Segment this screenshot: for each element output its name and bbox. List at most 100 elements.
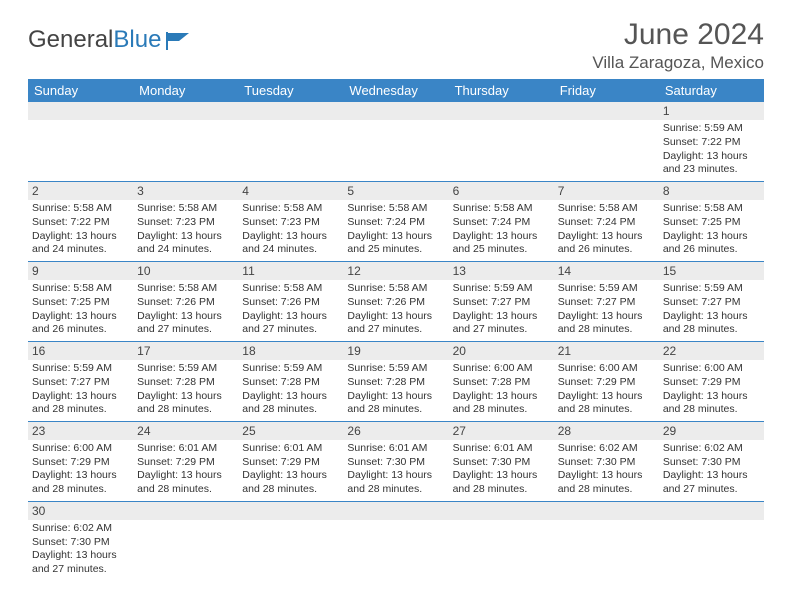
daylight-line: Daylight: 13 hours and 25 minutes. [453, 230, 550, 257]
sunrise-line: Sunrise: 5:59 AM [663, 282, 760, 296]
day-number: 25 [238, 422, 343, 440]
calendar-cell: 5Sunrise: 5:58 AMSunset: 7:24 PMDaylight… [343, 181, 448, 261]
daylight-line: Daylight: 13 hours and 27 minutes. [453, 310, 550, 337]
day-number: 9 [28, 262, 133, 280]
day-number: 4 [238, 182, 343, 200]
calendar-cell [133, 501, 238, 580]
day-number: 17 [133, 342, 238, 360]
daylight-line: Daylight: 13 hours and 28 minutes. [137, 390, 234, 417]
calendar-cell: 12Sunrise: 5:58 AMSunset: 7:26 PMDayligh… [343, 261, 448, 341]
calendar-cell [554, 102, 659, 181]
daylight-line: Daylight: 13 hours and 28 minutes. [558, 390, 655, 417]
day-number [238, 502, 343, 520]
sunrise-line: Sunrise: 5:58 AM [558, 202, 655, 216]
calendar-cell [449, 102, 554, 181]
day-details: Sunrise: 5:58 AMSunset: 7:26 PMDaylight:… [133, 280, 238, 341]
calendar-cell [133, 102, 238, 181]
daylight-line: Daylight: 13 hours and 28 minutes. [347, 469, 444, 496]
sunrise-line: Sunrise: 6:01 AM [453, 442, 550, 456]
sunrise-line: Sunrise: 5:58 AM [137, 202, 234, 216]
calendar-cell [238, 501, 343, 580]
day-number: 2 [28, 182, 133, 200]
sunrise-line: Sunrise: 5:58 AM [242, 282, 339, 296]
day-number: 3 [133, 182, 238, 200]
daylight-line: Daylight: 13 hours and 27 minutes. [347, 310, 444, 337]
sunrise-line: Sunrise: 6:01 AM [347, 442, 444, 456]
calendar-cell: 30Sunrise: 6:02 AMSunset: 7:30 PMDayligh… [28, 501, 133, 580]
day-number [554, 502, 659, 520]
weekday-header: Wednesday [343, 79, 448, 102]
day-details: Sunrise: 5:59 AMSunset: 7:27 PMDaylight:… [28, 360, 133, 421]
day-details: Sunrise: 6:01 AMSunset: 7:29 PMDaylight:… [133, 440, 238, 501]
sunset-line: Sunset: 7:22 PM [663, 136, 760, 150]
day-number: 24 [133, 422, 238, 440]
calendar-cell [238, 102, 343, 181]
calendar-cell [28, 102, 133, 181]
daylight-line: Daylight: 13 hours and 28 minutes. [558, 310, 655, 337]
day-number [28, 102, 133, 120]
day-details: Sunrise: 6:00 AMSunset: 7:29 PMDaylight:… [659, 360, 764, 421]
day-number: 19 [343, 342, 448, 360]
sunrise-line: Sunrise: 6:02 AM [663, 442, 760, 456]
sunrise-line: Sunrise: 6:00 AM [558, 362, 655, 376]
calendar-cell: 7Sunrise: 5:58 AMSunset: 7:24 PMDaylight… [554, 181, 659, 261]
sunset-line: Sunset: 7:30 PM [453, 456, 550, 470]
calendar-cell: 15Sunrise: 5:59 AMSunset: 7:27 PMDayligh… [659, 261, 764, 341]
page-header: GeneralBlue June 2024 Villa Zaragoza, Me… [28, 18, 764, 73]
sunset-line: Sunset: 7:26 PM [347, 296, 444, 310]
calendar-cell: 6Sunrise: 5:58 AMSunset: 7:24 PMDaylight… [449, 181, 554, 261]
day-number [238, 102, 343, 120]
day-number [659, 502, 764, 520]
sunset-line: Sunset: 7:24 PM [347, 216, 444, 230]
day-number [343, 102, 448, 120]
daylight-line: Daylight: 13 hours and 28 minutes. [663, 390, 760, 417]
calendar-cell: 25Sunrise: 6:01 AMSunset: 7:29 PMDayligh… [238, 421, 343, 501]
calendar-cell: 22Sunrise: 6:00 AMSunset: 7:29 PMDayligh… [659, 341, 764, 421]
day-number: 26 [343, 422, 448, 440]
day-number [449, 502, 554, 520]
weekday-header: Thursday [449, 79, 554, 102]
calendar-cell: 28Sunrise: 6:02 AMSunset: 7:30 PMDayligh… [554, 421, 659, 501]
day-number: 20 [449, 342, 554, 360]
sunset-line: Sunset: 7:30 PM [663, 456, 760, 470]
sunset-line: Sunset: 7:24 PM [453, 216, 550, 230]
sunset-line: Sunset: 7:28 PM [347, 376, 444, 390]
daylight-line: Daylight: 13 hours and 27 minutes. [663, 469, 760, 496]
day-number: 18 [238, 342, 343, 360]
day-number: 11 [238, 262, 343, 280]
daylight-line: Daylight: 13 hours and 24 minutes. [137, 230, 234, 257]
flag-icon [165, 30, 193, 52]
calendar-cell: 3Sunrise: 5:58 AMSunset: 7:23 PMDaylight… [133, 181, 238, 261]
sunset-line: Sunset: 7:30 PM [347, 456, 444, 470]
day-number: 30 [28, 502, 133, 520]
sunrise-line: Sunrise: 6:02 AM [32, 522, 129, 536]
day-number: 7 [554, 182, 659, 200]
calendar-cell: 8Sunrise: 5:58 AMSunset: 7:25 PMDaylight… [659, 181, 764, 261]
calendar-cell: 10Sunrise: 5:58 AMSunset: 7:26 PMDayligh… [133, 261, 238, 341]
sunrise-line: Sunrise: 6:00 AM [453, 362, 550, 376]
day-details: Sunrise: 5:58 AMSunset: 7:25 PMDaylight:… [659, 200, 764, 261]
daylight-line: Daylight: 13 hours and 28 minutes. [558, 469, 655, 496]
day-details: Sunrise: 6:01 AMSunset: 7:30 PMDaylight:… [449, 440, 554, 501]
sunset-line: Sunset: 7:26 PM [242, 296, 339, 310]
day-details: Sunrise: 6:00 AMSunset: 7:29 PMDaylight:… [28, 440, 133, 501]
calendar-cell: 2Sunrise: 5:58 AMSunset: 7:22 PMDaylight… [28, 181, 133, 261]
day-details: Sunrise: 6:00 AMSunset: 7:28 PMDaylight:… [449, 360, 554, 421]
day-details: Sunrise: 5:58 AMSunset: 7:24 PMDaylight:… [554, 200, 659, 261]
month-title: June 2024 [592, 18, 764, 51]
sunrise-line: Sunrise: 5:59 AM [663, 122, 760, 136]
daylight-line: Daylight: 13 hours and 28 minutes. [453, 390, 550, 417]
day-details: Sunrise: 6:01 AMSunset: 7:30 PMDaylight:… [343, 440, 448, 501]
day-details: Sunrise: 6:01 AMSunset: 7:29 PMDaylight:… [238, 440, 343, 501]
sunset-line: Sunset: 7:29 PM [32, 456, 129, 470]
day-number: 15 [659, 262, 764, 280]
sunset-line: Sunset: 7:22 PM [32, 216, 129, 230]
sunset-line: Sunset: 7:28 PM [137, 376, 234, 390]
calendar-cell: 21Sunrise: 6:00 AMSunset: 7:29 PMDayligh… [554, 341, 659, 421]
day-number: 29 [659, 422, 764, 440]
calendar-cell: 17Sunrise: 5:59 AMSunset: 7:28 PMDayligh… [133, 341, 238, 421]
sunrise-line: Sunrise: 5:59 AM [347, 362, 444, 376]
sunset-line: Sunset: 7:28 PM [242, 376, 339, 390]
day-number [133, 102, 238, 120]
day-details: Sunrise: 5:59 AMSunset: 7:28 PMDaylight:… [238, 360, 343, 421]
